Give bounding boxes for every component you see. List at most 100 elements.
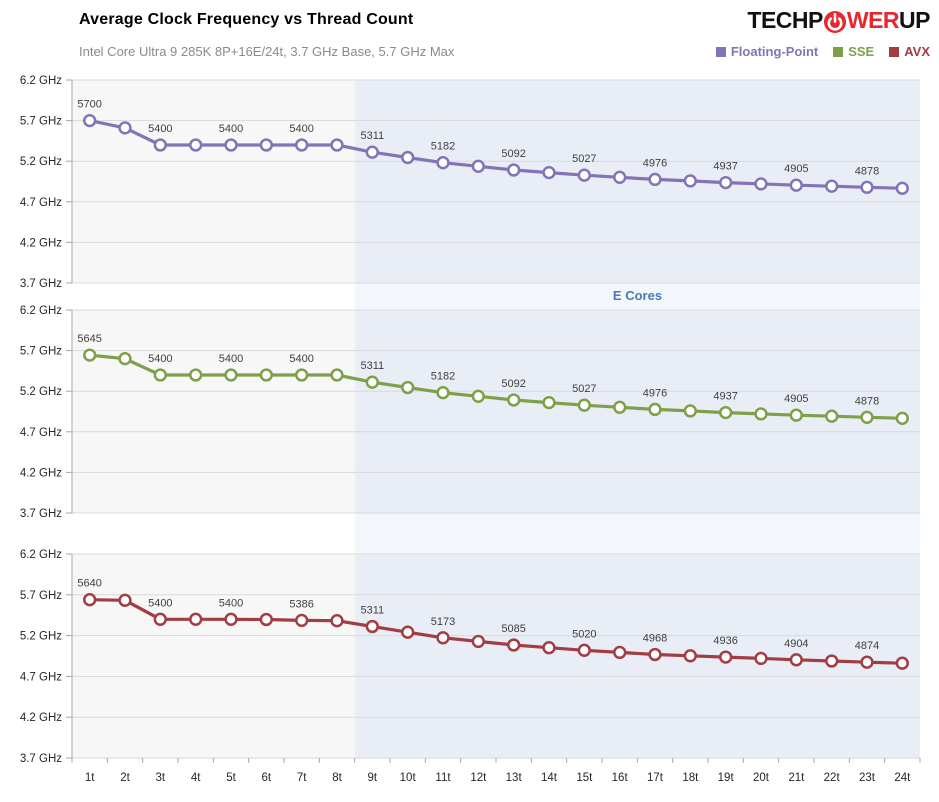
sse-marker <box>542 395 556 410</box>
x-axis-label: 2t <box>120 772 130 784</box>
x-axis-label: 9t <box>368 772 378 784</box>
floating-point-marker <box>224 138 238 152</box>
data-label: 4968 <box>643 633 667 645</box>
y-axis-label: 5.2 GHz <box>20 156 62 168</box>
data-label: 5085 <box>501 623 525 635</box>
sse-marker <box>648 402 662 417</box>
y-axis-label: 6.2 GHz <box>20 75 62 87</box>
data-label: 5020 <box>572 628 596 640</box>
sse-marker <box>118 352 132 366</box>
sse-marker <box>895 411 909 425</box>
x-axis-label: 24t <box>894 772 911 784</box>
avx-marker <box>507 638 521 652</box>
x-axis-label: 6t <box>262 772 272 784</box>
e-cores-band <box>355 80 920 283</box>
floating-point-marker <box>330 138 344 152</box>
legend-label-sse: SSE <box>848 44 875 59</box>
y-axis-label: 4.7 GHz <box>20 671 62 683</box>
avx-marker <box>895 656 909 670</box>
floating-point-marker <box>577 168 591 182</box>
data-label: 5311 <box>361 360 385 372</box>
floating-point-marker <box>153 138 167 152</box>
floating-point-marker <box>613 170 627 184</box>
y-axis-label: 6.2 GHz <box>20 549 62 561</box>
data-label: 5645 <box>77 333 101 345</box>
data-label: 5386 <box>289 598 313 610</box>
floating-point-marker <box>189 138 203 152</box>
sse-marker <box>719 405 733 420</box>
floating-point-marker <box>118 121 132 135</box>
x-axis-label: 12t <box>470 772 487 784</box>
x-axis-label: 23t <box>859 772 876 784</box>
sse-marker <box>330 368 344 382</box>
avx-marker <box>719 650 733 664</box>
x-axis-label: 11t <box>435 772 451 784</box>
y-axis-label: 5.2 GHz <box>20 631 62 643</box>
data-label: 4976 <box>643 157 667 169</box>
x-axis-label: 13t <box>506 772 523 784</box>
data-label: 5700 <box>77 99 101 111</box>
sse-marker <box>577 398 591 412</box>
data-label: 5400 <box>148 123 172 135</box>
sse-marker <box>259 368 273 382</box>
sse-marker <box>224 368 238 382</box>
data-label: 5182 <box>431 141 455 153</box>
x-axis-label: 19t <box>718 772 735 784</box>
legend: Floating-Point SSE AVX <box>715 44 930 59</box>
x-axis-label: 17t <box>647 772 664 784</box>
avx-marker <box>648 647 662 662</box>
logo-text-mid: WER <box>846 7 900 33</box>
e-cores-band <box>355 554 920 758</box>
avx-marker <box>542 641 556 655</box>
sse-marker <box>189 368 203 382</box>
power-icon <box>823 10 847 34</box>
sse-marker <box>754 407 768 421</box>
floating-point-marker <box>365 145 379 159</box>
sse-marker <box>436 386 450 400</box>
legend-label-floating-point: Floating-Point <box>730 44 819 59</box>
floating-point-marker <box>825 179 839 193</box>
chart-subtitle: Intel Core Ultra 9 285K 8P+16E/24t, 3.7 … <box>79 44 455 59</box>
avx-marker <box>83 593 97 607</box>
y-axis-label: 3.7 GHz <box>20 278 62 290</box>
data-label: 5311 <box>361 130 385 142</box>
data-label: 5400 <box>219 123 243 135</box>
legend-item-floating-point: Floating-Point <box>715 44 819 59</box>
avx-marker <box>189 612 203 626</box>
y-axis-label: 3.7 GHz <box>20 508 62 520</box>
data-label: 4905 <box>784 163 808 175</box>
floating-point-marker <box>436 156 450 170</box>
avx-marker <box>118 593 132 607</box>
e-cores-band <box>355 310 920 513</box>
x-axis-label: 1t <box>85 772 95 784</box>
avx-marker <box>295 613 309 628</box>
avx-marker <box>330 614 344 628</box>
x-axis-label: 7t <box>297 772 307 784</box>
floating-point-marker <box>542 165 556 180</box>
x-axis-label: 20t <box>753 772 770 784</box>
avx-marker <box>683 649 697 663</box>
x-axis-label: 5t <box>226 772 236 784</box>
x-axis-label: 3t <box>156 772 166 784</box>
data-label: 5182 <box>431 371 455 383</box>
data-label: 5027 <box>572 383 596 395</box>
data-label: 4937 <box>713 391 737 403</box>
x-axis-label: 4t <box>191 772 201 784</box>
sse-marker <box>471 389 485 403</box>
floating-point-marker <box>719 175 733 190</box>
y-axis-label: 3.7 GHz <box>20 753 62 765</box>
data-label: 5092 <box>501 378 525 390</box>
data-label: 4878 <box>855 395 879 407</box>
avx-marker <box>365 619 379 634</box>
legend-swatch-floating-point <box>715 46 726 57</box>
data-label: 5311 <box>361 605 385 617</box>
floating-point-marker <box>471 159 485 173</box>
x-axis-label: 15t <box>576 772 593 784</box>
avx-marker <box>436 631 450 645</box>
avx-marker <box>613 645 627 660</box>
avx-marker <box>860 655 874 669</box>
y-axis-label: 4.2 GHz <box>20 467 62 479</box>
avx-marker <box>471 634 485 649</box>
y-axis-label: 4.7 GHz <box>20 427 62 439</box>
